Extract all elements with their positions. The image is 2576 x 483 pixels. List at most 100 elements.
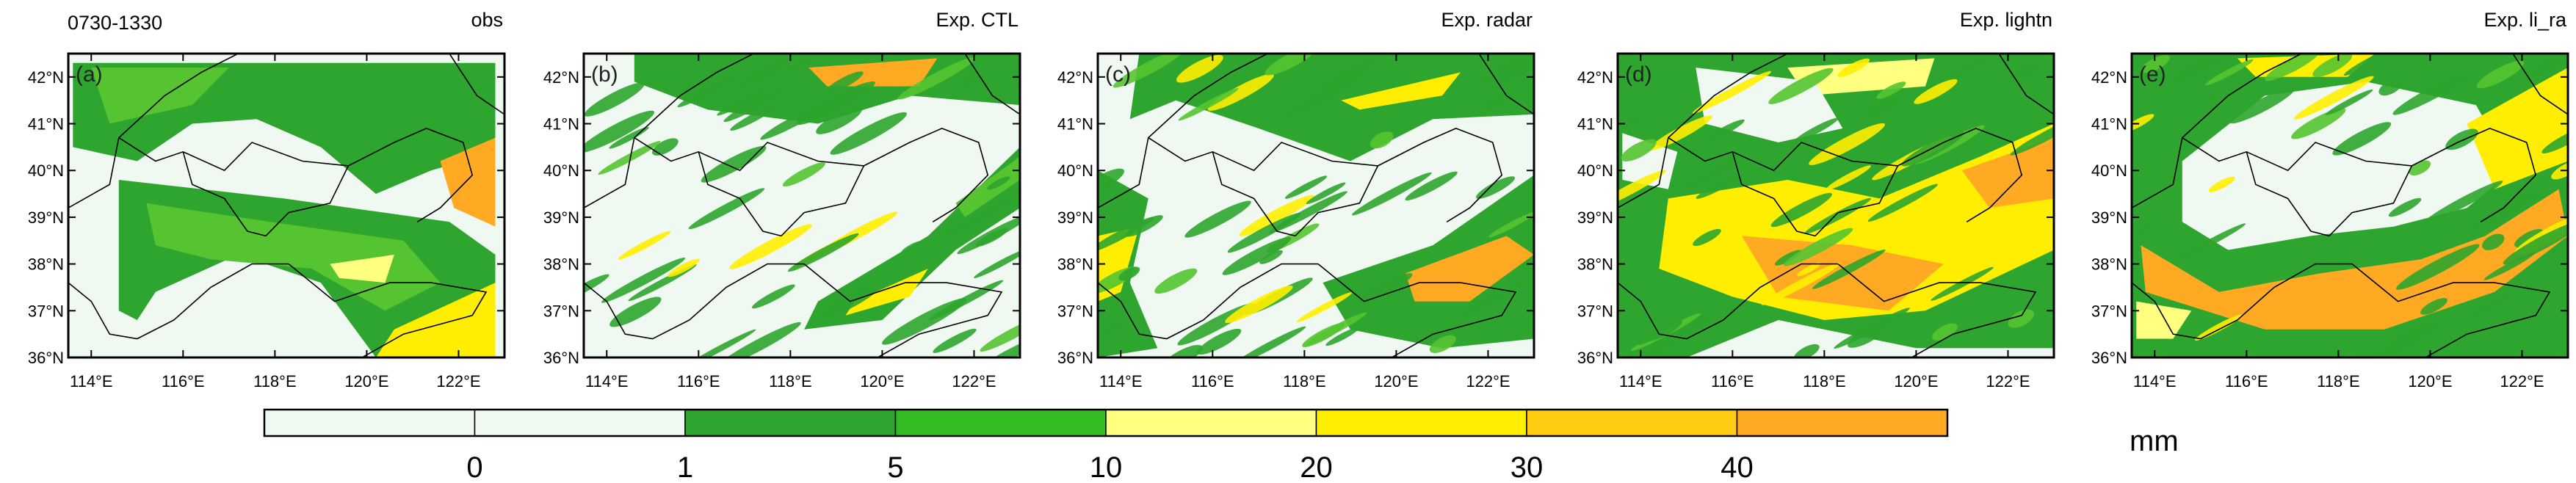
precip-streak: [609, 126, 649, 149]
lat-label: 37°N: [1057, 302, 1093, 320]
precip-streak: [987, 176, 1010, 190]
lat-label: 38°N: [2091, 255, 2127, 274]
lat-label: 41°N: [1057, 115, 1093, 134]
precip-streak: [1370, 131, 1394, 149]
precip-streak: [816, 106, 862, 134]
boundary-line: [1098, 54, 1268, 208]
precip-streak: [2476, 60, 2525, 89]
panel-frame: [1616, 52, 2055, 359]
lon-label: 122°E: [2500, 372, 2544, 391]
boundary-line: [182, 151, 267, 237]
precip-area: [2467, 68, 2568, 189]
boundary-line: [2351, 263, 2551, 357]
lon-label: 116°E: [677, 372, 720, 391]
panel-b: Exp. CTL (b) 42°N 41°N 40°N 39°N 38°N 37°N 36°N 1…: [543, 9, 1021, 391]
precip-streak: [796, 81, 875, 126]
colorbar-tick-label: 0: [466, 451, 482, 483]
precip-streak: [717, 86, 771, 116]
precip-streak: [2470, 189, 2542, 230]
precip-streak: [1924, 55, 1991, 92]
precip-streak: [2420, 298, 2447, 315]
precip-streak: [1645, 319, 1683, 341]
precip-streak: [618, 230, 671, 260]
precip-streak: [667, 258, 700, 277]
precip-streak: [2514, 229, 2544, 248]
boundary-line: [1668, 137, 1898, 172]
boundary-line: [68, 54, 239, 208]
precip-streak: [1265, 54, 1319, 76]
boundary-line: [2246, 151, 2330, 237]
precip-streak: [2343, 54, 2400, 76]
precip-streak: [2005, 63, 2040, 84]
precip-streak: [1357, 273, 1413, 305]
precip-streak: [1475, 176, 1516, 199]
lon-label: 120°E: [1374, 372, 1418, 391]
precip-streak: [830, 112, 908, 155]
panel-tag: (b): [591, 62, 618, 87]
precip-streak: [1118, 266, 1140, 281]
precip-streak: [601, 257, 686, 303]
precip-streak: [1797, 262, 1821, 277]
boundary-line: [1815, 165, 1899, 236]
precip-streak: [1867, 96, 1899, 117]
precip-streak: [974, 248, 1020, 278]
lat-label: 38°N: [28, 255, 64, 274]
precip-streak: [2388, 197, 2422, 217]
lat-label: 42°N: [1057, 68, 1093, 87]
lon-label: 114°E: [1619, 372, 1663, 391]
precip-streak: [2194, 314, 2243, 341]
precip-streak: [2168, 54, 2231, 84]
precip-streak: [751, 284, 795, 309]
precip-streak: [1325, 327, 1360, 346]
boundary-line: [1295, 165, 1379, 236]
precip-streak: [1098, 217, 1154, 253]
precip-streak: [787, 233, 859, 272]
colorbar-segment: [894, 409, 1107, 437]
precip-streak: [2171, 223, 2246, 264]
boundary-line: [118, 137, 349, 172]
boundary-line: [449, 54, 504, 115]
lat-label: 39°N: [28, 208, 64, 227]
precip-streak: [1154, 268, 1198, 294]
boundary-line: [68, 263, 289, 340]
boundary-line: [964, 54, 1020, 115]
precip-streak: [2541, 126, 2568, 153]
precip-streak: [784, 54, 823, 73]
panel-a: obs (a) 42°N 41°N 40°N 39°N 38°N 37°N 36°N 114°E 1…: [28, 9, 506, 391]
boundary-line: [2329, 165, 2413, 236]
lon-label: 122°E: [952, 372, 996, 391]
lon-label: 120°E: [2408, 372, 2452, 391]
precip-streak: [1826, 165, 1871, 190]
lat-label: 40°N: [2091, 161, 2127, 180]
panel-tag: (c): [1105, 62, 1131, 87]
lat-label: 40°N: [1577, 161, 1613, 180]
precip-streak: [1284, 175, 1328, 199]
lon-label: 114°E: [1099, 372, 1143, 391]
boundary-line: [584, 54, 754, 208]
precip-streak: [1770, 192, 1832, 228]
precip-streak: [1931, 266, 1994, 301]
lat-label: 42°N: [543, 68, 579, 87]
precip-area: [955, 156, 1020, 217]
lon-label: 114°E: [585, 372, 629, 391]
lat-label: 37°N: [543, 302, 579, 320]
boundary-line: [1212, 151, 1296, 237]
precip-streak: [1178, 88, 1239, 121]
precip-area: [91, 68, 229, 124]
precip-area: [2182, 81, 2513, 250]
boundary-line: [2132, 263, 2353, 340]
boundary-line: [1837, 263, 2037, 357]
precip-streak: [2378, 319, 2444, 356]
precip-area: [2141, 189, 2568, 330]
lon-label: 122°E: [1986, 372, 2030, 391]
colorbar-tick-label: 40: [1721, 451, 1754, 483]
precip-streak: [2010, 111, 2054, 156]
precip-streak: [609, 297, 662, 327]
precip-streak: [730, 105, 777, 131]
boundary-line: [803, 263, 1003, 357]
precip-field: [2132, 54, 2568, 357]
precip-streak: [2392, 71, 2472, 115]
boundary-line: [584, 263, 805, 340]
lat-label: 42°N: [1577, 68, 1613, 87]
precip-streak: [1848, 324, 1886, 348]
